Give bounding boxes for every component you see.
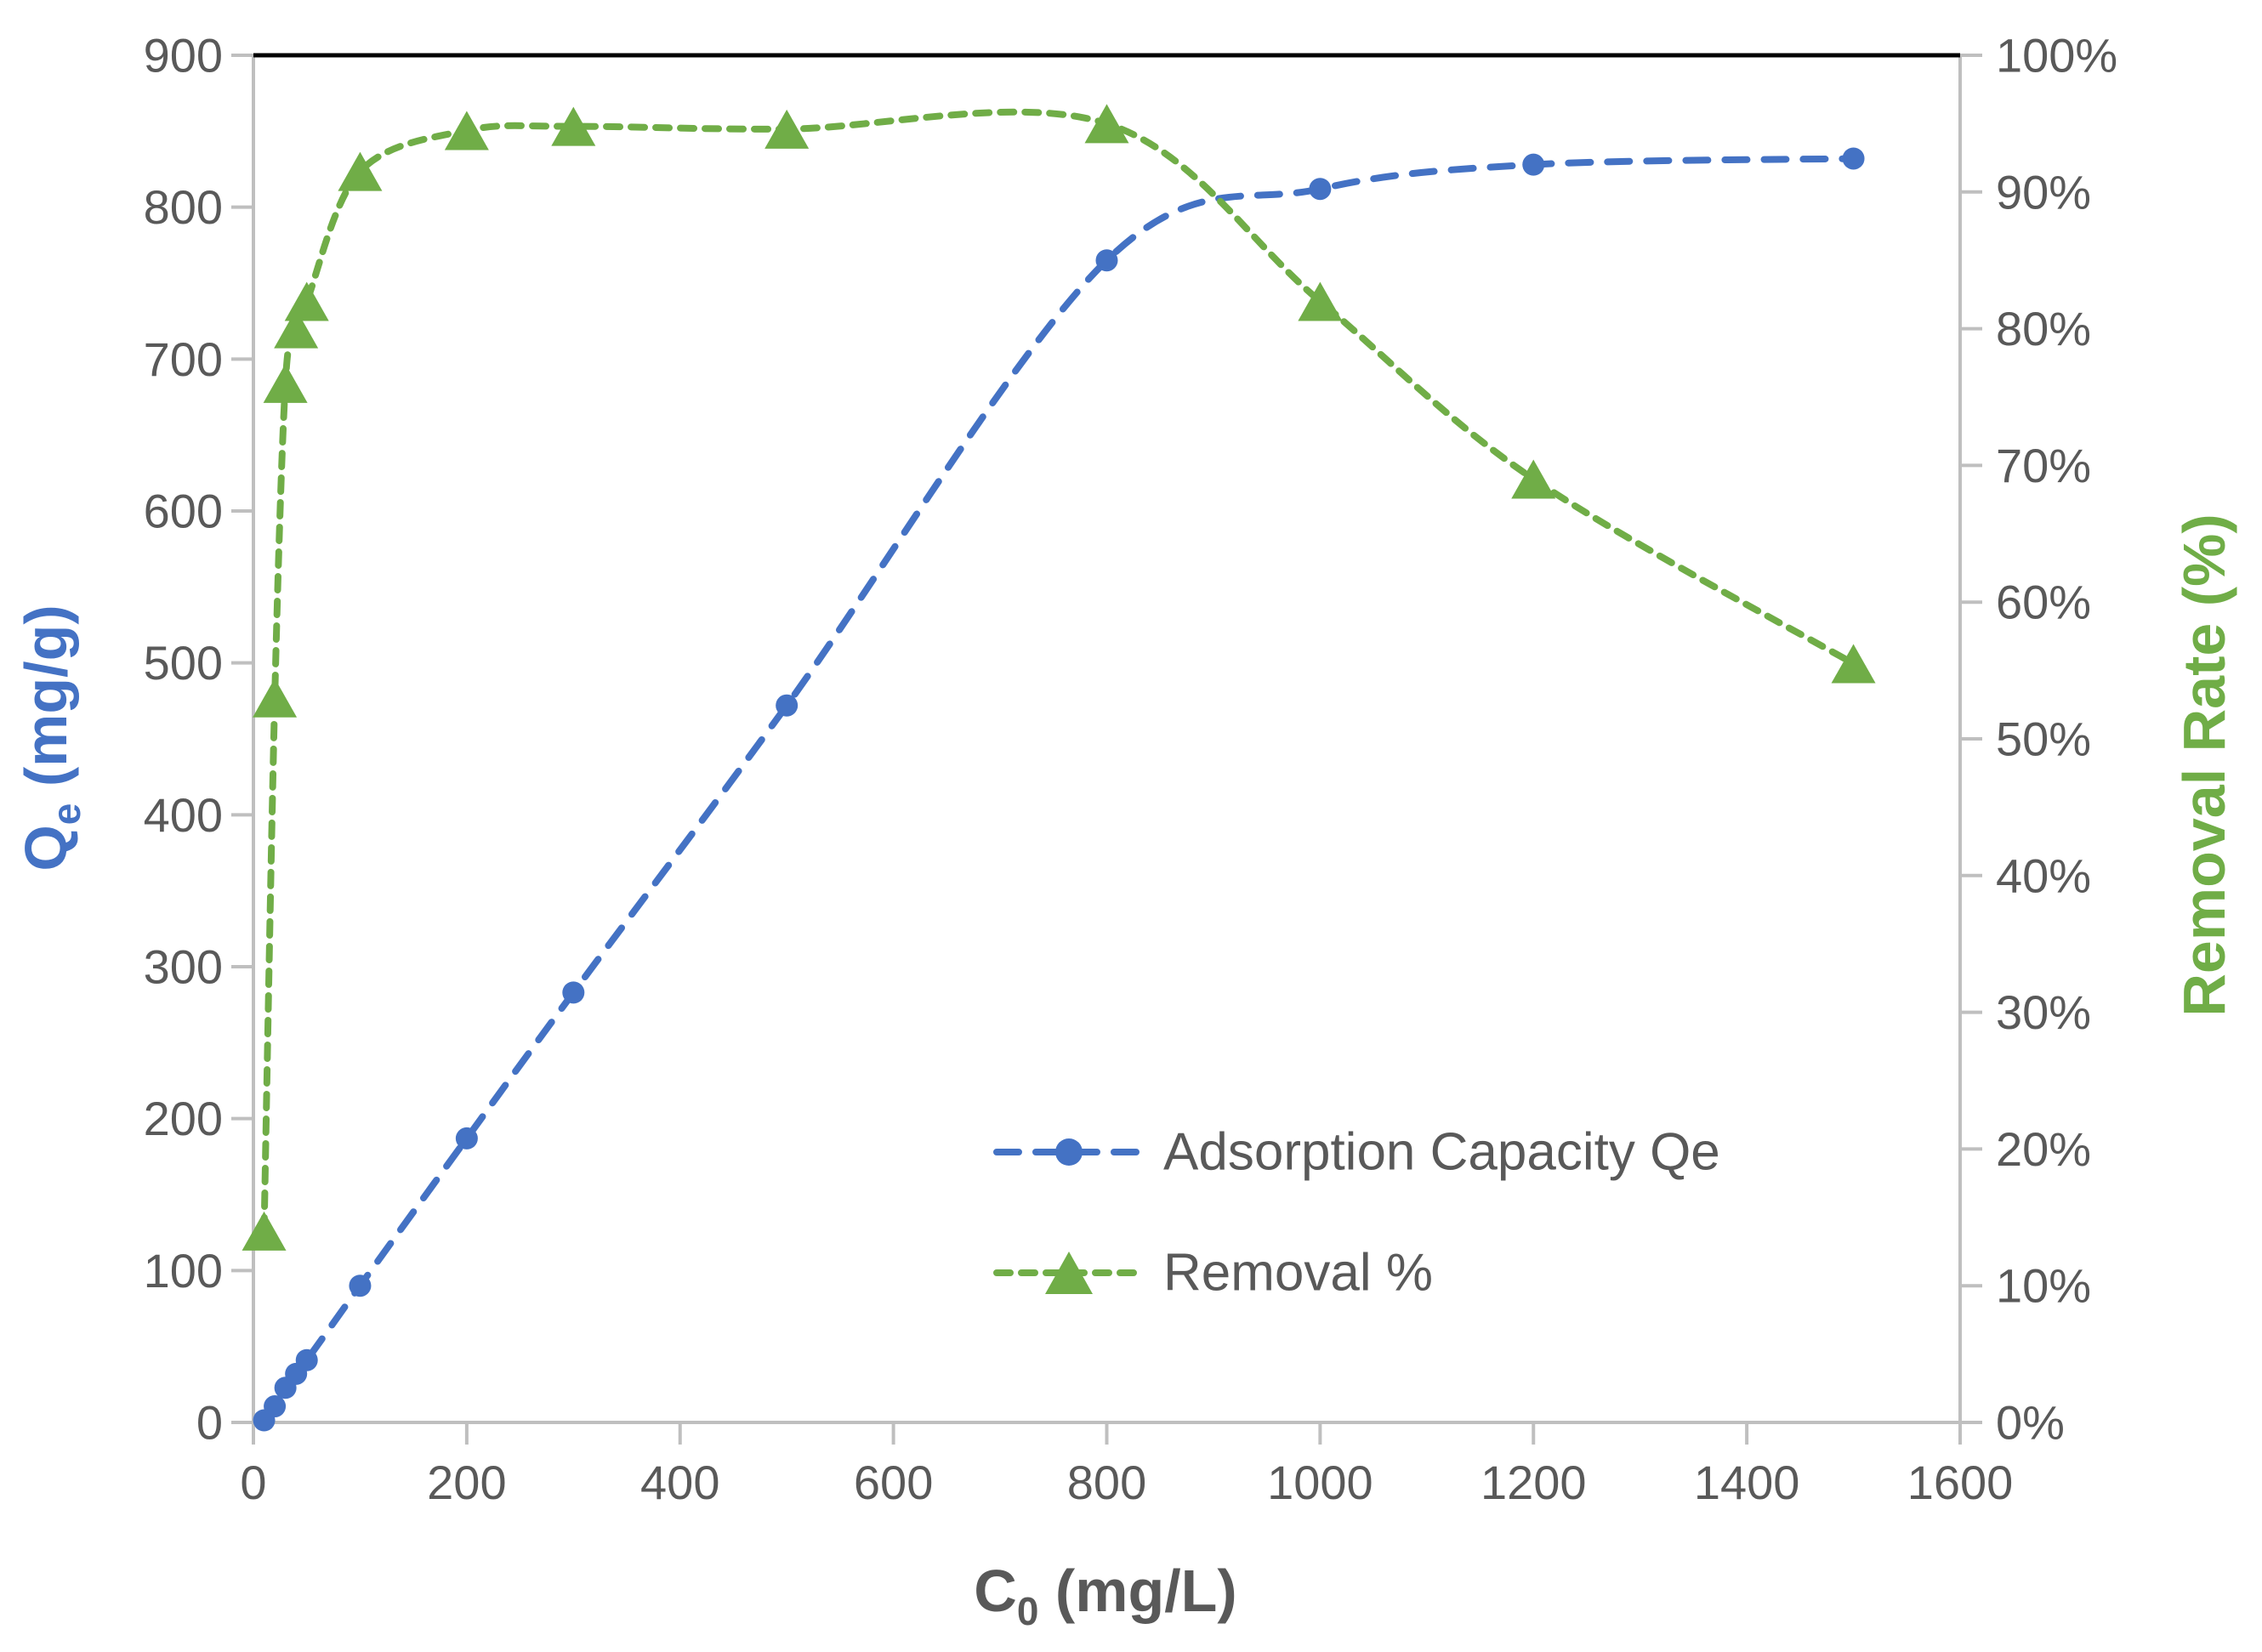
qe-data-point-marker — [349, 1274, 372, 1297]
removal-data-point-marker — [764, 109, 810, 149]
qe-data-point-marker — [1842, 147, 1865, 170]
y-left-tick-label: 900 — [144, 29, 223, 82]
legend-item-label: Adsorption Capacity Qe — [1163, 1123, 1720, 1182]
x-tick-label: 400 — [640, 1456, 719, 1509]
qe-series-line — [260, 155, 1857, 1424]
y-left-tick-label: 600 — [144, 485, 223, 538]
removal-data-point-marker — [444, 111, 489, 150]
y-right-tick-label: 20% — [1996, 1122, 2091, 1176]
removal-data-point-marker — [253, 678, 298, 718]
y-left-tick-label: 500 — [144, 636, 223, 690]
removal-data-point-marker — [1298, 281, 1343, 321]
y-right-tick-label: 40% — [1996, 849, 2091, 902]
y-right-tick-label: 60% — [1996, 576, 2091, 629]
x-tick-label: 200 — [427, 1456, 506, 1509]
removal-series-line — [260, 108, 1857, 1235]
legend-item-label: Removal % — [1163, 1244, 1433, 1303]
x-tick-label: 800 — [1067, 1456, 1146, 1509]
y-right-tick-label: 100% — [1996, 29, 2117, 82]
qe-data-point-marker — [295, 1348, 318, 1371]
removal-data-point-marker — [551, 106, 596, 146]
removal-data-point-marker — [274, 309, 319, 349]
x-tick-label: 600 — [854, 1456, 933, 1509]
y-right-tick-label: 50% — [1996, 712, 2091, 766]
removal-data-point-marker — [263, 363, 308, 403]
y-left-axis-title: Qe (mg/g) — [13, 605, 88, 871]
removal-data-point-marker — [1511, 459, 1556, 499]
qe-data-point-marker — [776, 694, 799, 717]
legend-item-adsorption-capacity: Adsorption Capacity Qe — [993, 1123, 1720, 1182]
x-tick-label: 1400 — [1694, 1456, 1800, 1509]
y-left-tick-label: 300 — [144, 940, 223, 994]
removal-data-point-marker — [242, 1211, 287, 1251]
removal-data-point-marker — [1831, 644, 1876, 684]
removal-data-point-marker — [284, 281, 329, 321]
legend-item-removal: Removal % — [993, 1244, 1433, 1303]
x-axis-title: C0 (mg/L) — [974, 1558, 1236, 1633]
y-left-tick-label: 400 — [144, 788, 223, 842]
y-left-tick-label: 700 — [144, 332, 223, 386]
y-right-tick-label: 70% — [1996, 439, 2091, 492]
x-tick-label: 1200 — [1481, 1456, 1587, 1509]
x-tick-label: 1600 — [1907, 1456, 2014, 1509]
y-left-tick-label: 100 — [144, 1244, 223, 1297]
legend: Adsorption Capacity Qe Removal % — [993, 1123, 1720, 1303]
y-right-tick-label: 80% — [1996, 302, 2091, 355]
qe-data-point-marker — [1095, 249, 1118, 272]
legend-triangle-marker — [1045, 1252, 1093, 1294]
qe-data-point-marker — [562, 981, 585, 1004]
qe-data-point-marker — [1309, 178, 1332, 201]
axes-layer — [231, 53, 1982, 1445]
y-left-tick-label: 800 — [144, 180, 223, 234]
series-layer — [242, 104, 1876, 1432]
qe-data-point-marker — [1522, 153, 1545, 176]
tick-labels-layer: 0 100 200 300 400 500 600 700 800 900 0% 10% 20% 30% 4… — [144, 29, 2118, 1510]
legend-circle-marker — [1055, 1138, 1083, 1166]
y-left-tick-label: 0 — [196, 1396, 223, 1450]
qe-data-point-marker — [264, 1395, 287, 1418]
y-right-tick-label: 90% — [1996, 165, 2091, 219]
qe-data-point-marker — [455, 1127, 478, 1150]
x-tick-label: 0 — [240, 1456, 266, 1509]
removal-data-point-marker — [338, 151, 383, 191]
y-right-tick-label: 30% — [1996, 985, 2091, 1039]
y-left-tick-label: 200 — [144, 1092, 223, 1145]
y-right-tick-label: 10% — [1996, 1259, 2091, 1313]
x-tick-label: 1000 — [1267, 1456, 1373, 1509]
y-right-tick-label: 0% — [1996, 1396, 2065, 1450]
removal-data-point-marker — [1084, 104, 1129, 144]
y-right-axis-title: Removal Rate (%) — [2171, 514, 2237, 1016]
